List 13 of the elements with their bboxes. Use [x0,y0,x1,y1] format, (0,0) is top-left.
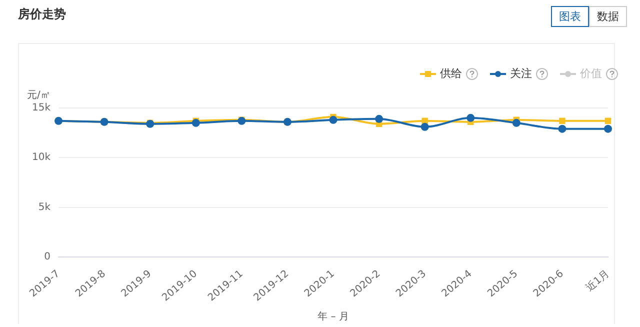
text: 数据 [589,6,627,27]
x-axis-title: 年 – 月 [318,310,349,323]
y-tick-label: 0 [44,252,51,263]
legend-label: 供给 [440,66,462,81]
legend-label: 价值 [580,66,602,81]
chart-title: 房价走势 [18,6,66,23]
y-tick-label: 10k [32,152,51,164]
legend-label: 关注 [510,66,532,81]
y-axis-title: 元/㎡ [27,89,50,102]
text: 图表 [551,6,589,27]
y-tick-label: 15k [32,102,51,114]
x-tick-label: 近1月 [584,268,612,294]
y-tick-label: 5k [38,202,51,213]
